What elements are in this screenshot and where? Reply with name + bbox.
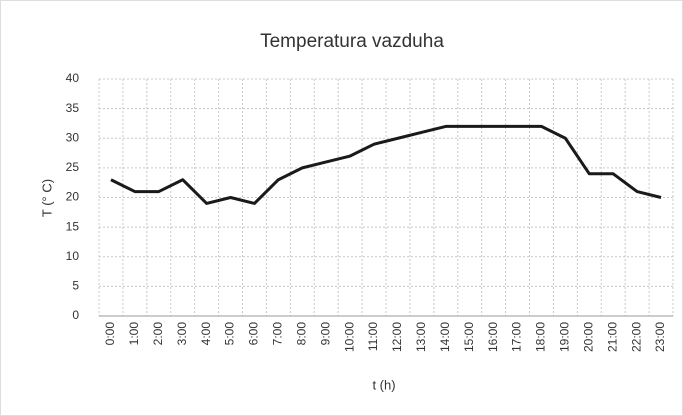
x-tick-label: 13:00 — [414, 322, 428, 352]
x-tick-label: 17:00 — [510, 322, 524, 352]
chart-title: Temperatura vazduha — [260, 31, 444, 52]
y-tick-label: 5 — [72, 279, 79, 293]
x-tick-label: 20:00 — [581, 322, 595, 352]
y-tick-label: 0 — [72, 308, 79, 322]
y-tick-label: 20 — [66, 190, 80, 204]
x-tick-label: 21:00 — [605, 322, 619, 352]
y-tick-label: 30 — [66, 130, 80, 144]
data-line — [110, 124, 662, 205]
x-tick-label: 1:00 — [127, 322, 141, 346]
x-tick-label: 3:00 — [175, 322, 189, 346]
x-tick-label: 23:00 — [653, 322, 667, 352]
y-tick-label: 10 — [66, 249, 80, 263]
y-axis-label: T (° C) — [39, 179, 54, 217]
x-tick-label: 7:00 — [271, 322, 285, 346]
x-tick-label: 16:00 — [486, 322, 500, 352]
x-tick-label: 0:00 — [103, 322, 117, 346]
x-tick-label: 12:00 — [390, 322, 404, 352]
x-tick-label: 10:00 — [342, 322, 356, 352]
y-tick-label: 40 — [66, 71, 80, 85]
x-tick-label: 9:00 — [318, 322, 332, 346]
y-tick-label: 35 — [66, 101, 80, 115]
x-tick-label: 6:00 — [247, 322, 261, 346]
x-tick-label: 18:00 — [534, 322, 548, 352]
x-tick-label: 22:00 — [629, 322, 643, 352]
x-tick-label: 4:00 — [199, 322, 213, 346]
x-tick-label: 14:00 — [438, 322, 452, 352]
x-tick-label: 8:00 — [294, 322, 308, 346]
y-tick-label: 15 — [66, 219, 80, 233]
x-axis-label: t (h) — [372, 377, 395, 392]
x-tick-label: 5:00 — [223, 322, 237, 346]
x-tick-label: 19:00 — [558, 322, 572, 352]
x-tick-label: 15:00 — [462, 322, 476, 352]
x-tick-label: 2:00 — [151, 322, 165, 346]
y-tick-label: 25 — [66, 160, 80, 174]
x-tick-label: 11:00 — [366, 322, 380, 351]
